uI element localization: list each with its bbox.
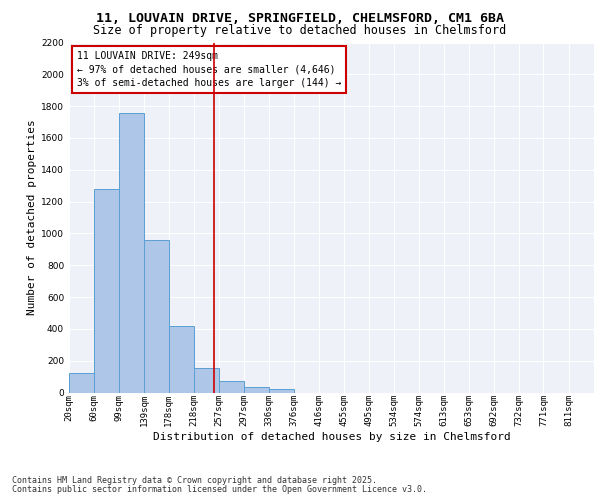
Bar <box>219 380 244 392</box>
Bar <box>69 374 94 392</box>
Bar <box>269 390 294 392</box>
Text: Size of property relative to detached houses in Chelmsford: Size of property relative to detached ho… <box>94 24 506 37</box>
Text: 11, LOUVAIN DRIVE, SPRINGFIELD, CHELMSFORD, CM1 6BA: 11, LOUVAIN DRIVE, SPRINGFIELD, CHELMSFO… <box>96 12 504 26</box>
X-axis label: Distribution of detached houses by size in Chelmsford: Distribution of detached houses by size … <box>152 432 511 442</box>
Bar <box>144 240 169 392</box>
Bar <box>244 387 269 392</box>
Bar <box>169 326 194 392</box>
Bar <box>94 189 119 392</box>
Text: Contains HM Land Registry data © Crown copyright and database right 2025.: Contains HM Land Registry data © Crown c… <box>12 476 377 485</box>
Text: Contains public sector information licensed under the Open Government Licence v3: Contains public sector information licen… <box>12 485 427 494</box>
Text: 11 LOUVAIN DRIVE: 249sqm
← 97% of detached houses are smaller (4,646)
3% of semi: 11 LOUVAIN DRIVE: 249sqm ← 97% of detach… <box>77 52 341 88</box>
Bar <box>194 368 219 392</box>
Bar <box>119 112 144 392</box>
Y-axis label: Number of detached properties: Number of detached properties <box>27 120 37 316</box>
